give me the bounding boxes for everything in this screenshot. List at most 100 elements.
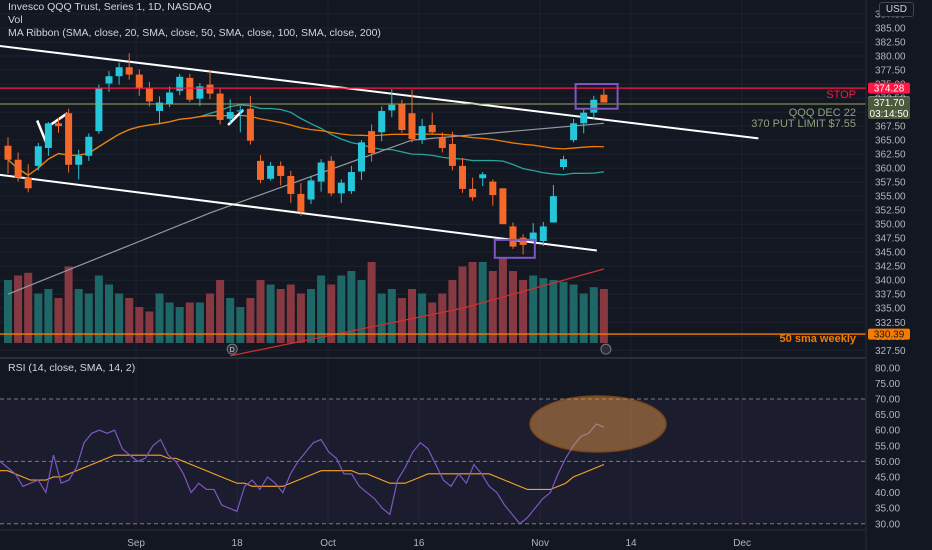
ma200-line bbox=[230, 268, 605, 357]
volume-bar bbox=[34, 293, 43, 343]
volume-bar bbox=[377, 293, 386, 343]
price-tick-label: 332.50 bbox=[875, 318, 906, 329]
volume-bar bbox=[84, 293, 93, 343]
price-tick-label: 347.50 bbox=[875, 234, 906, 245]
candle-body bbox=[509, 226, 517, 247]
volume-bar bbox=[185, 302, 194, 343]
weekly-sma-label: 50 sma weekly bbox=[780, 333, 857, 345]
volume-bar bbox=[256, 279, 265, 343]
candle-body bbox=[459, 165, 466, 189]
time-axis: Sep 18 Oct 16 Nov 14 Dec bbox=[0, 529, 866, 549]
candle-body bbox=[529, 232, 537, 242]
currency-button[interactable]: USD bbox=[878, 2, 914, 17]
candle-body bbox=[327, 160, 335, 194]
candle-body bbox=[398, 103, 406, 131]
price-tick-label: 352.50 bbox=[875, 206, 906, 217]
volume-bar bbox=[458, 266, 467, 343]
ma-ribbon-legend: MA Ribbon (SMA, close, 20, SMA, close, 5… bbox=[8, 27, 381, 39]
volume-bar bbox=[438, 293, 447, 343]
time-tick-label: 14 bbox=[625, 538, 637, 549]
volume-bar bbox=[74, 288, 83, 343]
volume-bar bbox=[94, 275, 103, 343]
stop-price-badge-bg bbox=[868, 82, 910, 94]
rsi-tick-label: 80.00 bbox=[875, 363, 900, 374]
volume-bar bbox=[347, 270, 356, 343]
volume-bar bbox=[135, 306, 144, 343]
ma50-line bbox=[7, 114, 604, 177]
volume-bar bbox=[317, 275, 326, 343]
candle-body bbox=[317, 162, 325, 182]
candle-body bbox=[4, 145, 12, 160]
candle-body bbox=[600, 94, 608, 103]
rsi-tick-label: 35.00 bbox=[875, 504, 900, 515]
volume-bar bbox=[509, 270, 517, 343]
candles bbox=[4, 53, 608, 255]
candle-body bbox=[448, 144, 456, 166]
volume-bar bbox=[327, 284, 336, 343]
time-tick-label: Dec bbox=[733, 538, 751, 549]
candle-body bbox=[499, 188, 507, 225]
price-tick-label: 382.50 bbox=[875, 38, 906, 49]
price-tick-label: 380.00 bbox=[875, 52, 906, 63]
volume-bar bbox=[448, 279, 457, 343]
price-tick-label: 350.00 bbox=[875, 220, 906, 231]
volume-bars bbox=[4, 257, 608, 343]
price-tick-label: 340.00 bbox=[875, 276, 906, 287]
candle-body bbox=[186, 77, 194, 100]
candle-body bbox=[418, 126, 426, 141]
time-tick-label: Oct bbox=[320, 538, 336, 549]
time-tick-label: Nov bbox=[531, 538, 549, 549]
candle-body bbox=[75, 155, 83, 165]
candle-body bbox=[34, 146, 42, 166]
candle-body bbox=[257, 160, 264, 180]
volume-bar bbox=[175, 306, 184, 343]
time-tick-label: 16 bbox=[413, 538, 425, 549]
candle-body bbox=[378, 110, 386, 133]
rsi-tick-label: 65.00 bbox=[875, 410, 900, 421]
rsi-ma-line bbox=[0, 454, 605, 490]
volume-bar bbox=[387, 288, 396, 343]
volume-bar bbox=[498, 257, 507, 343]
rsi-tick-label: 60.00 bbox=[875, 426, 900, 437]
upper-channel-line bbox=[0, 44, 759, 140]
volume-bar bbox=[468, 261, 477, 343]
volume-bar bbox=[155, 293, 164, 343]
volume-bar bbox=[549, 279, 558, 343]
dividend-icon bbox=[226, 343, 238, 355]
candle-body bbox=[479, 174, 487, 179]
volume-bar bbox=[599, 288, 608, 343]
candle-body bbox=[438, 137, 446, 148]
candle-body bbox=[388, 104, 396, 111]
time-tick-label: 18 bbox=[232, 538, 244, 549]
candle-body bbox=[469, 188, 477, 198]
candle-body bbox=[337, 182, 345, 194]
volume-bar bbox=[276, 288, 285, 343]
candle-body bbox=[145, 88, 153, 102]
volume-bar bbox=[216, 279, 225, 343]
rsi-tick-label: 45.00 bbox=[875, 472, 900, 483]
volume-bar bbox=[125, 297, 134, 343]
candle-body bbox=[95, 88, 103, 132]
candle-body bbox=[297, 193, 305, 212]
candle-body bbox=[166, 92, 174, 105]
rsi-tick-label: 75.00 bbox=[875, 379, 900, 390]
volume-bar bbox=[246, 297, 255, 343]
volume-bar bbox=[64, 266, 73, 343]
volume-bar bbox=[529, 275, 538, 343]
volume-bar bbox=[226, 297, 235, 343]
volume-bar bbox=[579, 293, 588, 343]
weekly-sma-badge-bg bbox=[868, 328, 910, 340]
candle-body bbox=[347, 172, 355, 192]
candle-body bbox=[246, 108, 254, 141]
candle-body bbox=[590, 99, 598, 113]
candle-body bbox=[580, 112, 588, 124]
price-tick-label: 357.50 bbox=[875, 178, 906, 189]
price-tick-label: 335.00 bbox=[875, 304, 906, 315]
candle-body bbox=[570, 123, 578, 141]
volume-bar bbox=[4, 279, 12, 343]
weekly-sma-badge: 330.39 bbox=[874, 330, 905, 341]
volume-bar bbox=[24, 272, 33, 343]
price-tick-label: 360.00 bbox=[875, 164, 906, 175]
